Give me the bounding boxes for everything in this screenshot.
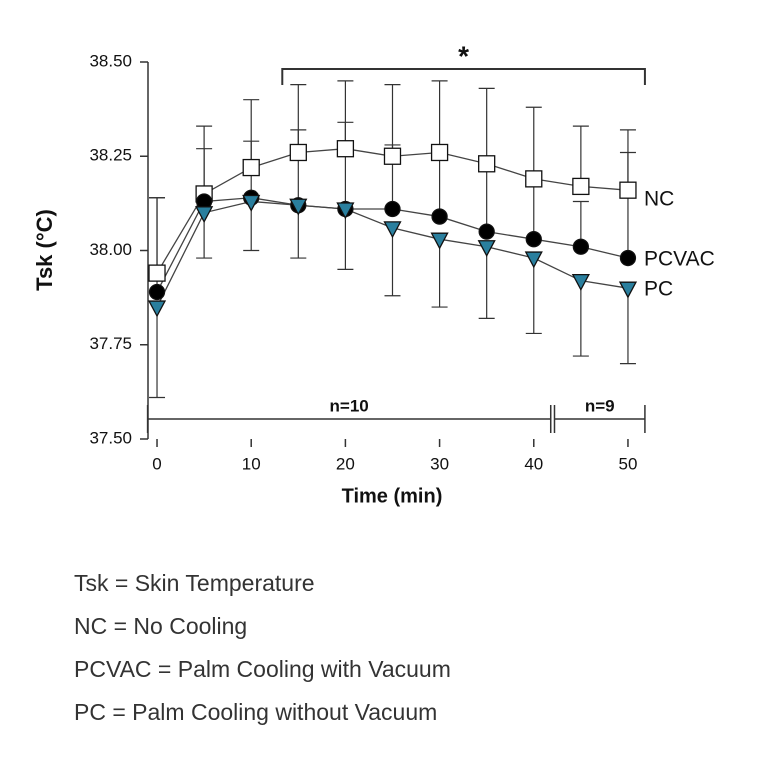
marker	[289, 143, 307, 162]
y-axis-title: Tsk (°C)	[32, 209, 57, 291]
x-axis-title: Time (min)	[342, 485, 443, 507]
marker	[430, 143, 449, 162]
marker	[478, 155, 496, 173]
marker	[383, 221, 402, 239]
x-tick-label: 0	[152, 454, 161, 473]
marker	[525, 170, 543, 188]
y-tick-label: 38.50	[89, 51, 132, 70]
x-tick-label: 10	[242, 454, 261, 473]
marker	[619, 181, 637, 199]
marker	[524, 251, 543, 269]
y-tick-label: 37.75	[89, 334, 132, 353]
marker	[147, 300, 167, 318]
x-tick-label: 30	[430, 454, 449, 473]
series-label: PC	[644, 278, 673, 301]
series-label: NC	[644, 188, 674, 211]
y-tick-label: 37.50	[89, 428, 132, 447]
significance-bracket	[281, 68, 646, 85]
y-tick-label: 38.25	[89, 146, 132, 165]
marker	[477, 240, 496, 258]
n-bracket	[146, 405, 552, 433]
n-bracket	[553, 405, 646, 433]
footnote: PCVAC = Palm Cooling with Vacuum	[74, 656, 451, 682]
marker	[618, 281, 638, 299]
series-label: PCVAC	[644, 248, 715, 271]
marker	[478, 223, 495, 240]
marker	[289, 198, 308, 216]
marker	[336, 140, 355, 158]
marker	[571, 274, 590, 292]
marker	[383, 147, 402, 165]
marker	[336, 202, 355, 220]
marker	[242, 158, 260, 177]
marker	[525, 231, 542, 248]
significance-label: *	[458, 40, 469, 71]
footnote: Tsk = Skin Temperature	[74, 570, 315, 596]
marker	[195, 206, 214, 224]
marker	[148, 264, 166, 282]
footnote: PC = Palm Cooling without Vacuum	[74, 699, 437, 725]
marker	[572, 177, 590, 196]
y-tick-label: 38.00	[89, 240, 132, 259]
x-tick-label: 20	[336, 454, 355, 473]
x-tick-label: 50	[619, 454, 638, 473]
x-tick-label: 40	[524, 454, 543, 473]
n-label: n=10	[330, 396, 369, 415]
marker	[572, 238, 590, 255]
marker	[384, 200, 401, 218]
n-label: n=9	[585, 396, 615, 415]
marker	[619, 249, 637, 267]
marker	[148, 283, 166, 301]
marker	[431, 208, 448, 225]
marker	[242, 194, 261, 212]
marker	[430, 232, 449, 250]
footnote: NC = No Cooling	[74, 613, 247, 639]
